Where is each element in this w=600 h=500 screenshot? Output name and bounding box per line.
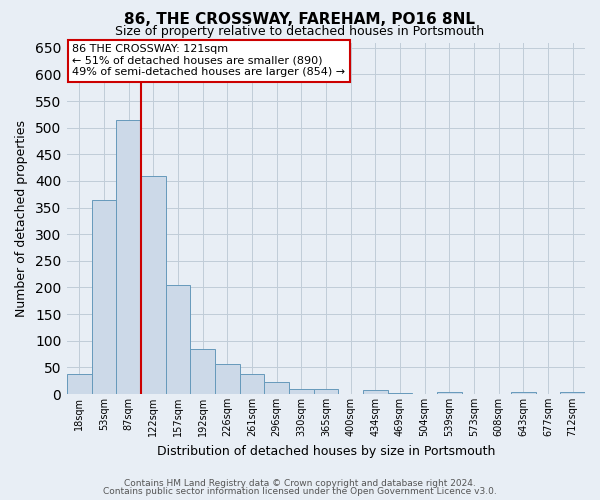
Bar [560, 392, 585, 394]
Bar [166, 285, 190, 394]
Bar [289, 388, 314, 394]
Bar [363, 390, 388, 394]
Bar [239, 374, 264, 394]
Text: Contains HM Land Registry data © Crown copyright and database right 2024.: Contains HM Land Registry data © Crown c… [124, 478, 476, 488]
Bar [437, 392, 461, 394]
Bar [190, 348, 215, 394]
Text: Size of property relative to detached houses in Portsmouth: Size of property relative to detached ho… [115, 25, 485, 38]
Y-axis label: Number of detached properties: Number of detached properties [15, 120, 28, 317]
Text: Contains public sector information licensed under the Open Government Licence v3: Contains public sector information licen… [103, 487, 497, 496]
Bar [511, 392, 536, 394]
Bar [388, 393, 412, 394]
Bar [67, 374, 92, 394]
Bar [141, 176, 166, 394]
Text: 86 THE CROSSWAY: 121sqm
← 51% of detached houses are smaller (890)
49% of semi-d: 86 THE CROSSWAY: 121sqm ← 51% of detache… [72, 44, 345, 78]
Bar [264, 382, 289, 394]
Bar [215, 364, 239, 394]
X-axis label: Distribution of detached houses by size in Portsmouth: Distribution of detached houses by size … [157, 444, 495, 458]
Bar [116, 120, 141, 394]
Text: 86, THE CROSSWAY, FAREHAM, PO16 8NL: 86, THE CROSSWAY, FAREHAM, PO16 8NL [125, 12, 476, 28]
Bar [314, 388, 338, 394]
Bar [92, 200, 116, 394]
